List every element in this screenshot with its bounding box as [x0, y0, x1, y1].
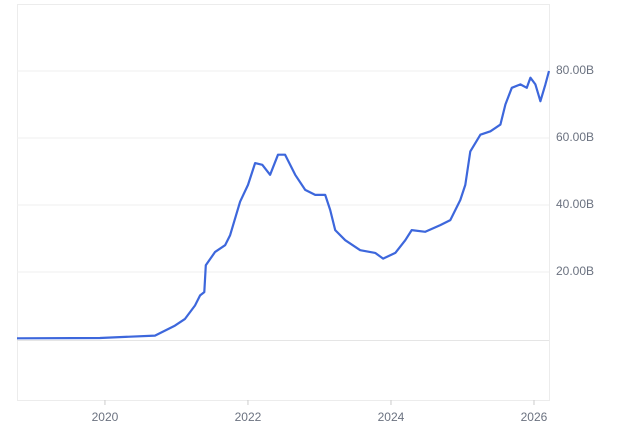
y-tick-label: 80.00B	[556, 63, 594, 77]
x-tick-label: 2026	[521, 410, 548, 424]
y-tick-label: 60.00B	[556, 130, 594, 144]
y-tick-label: 20.00B	[556, 264, 594, 278]
x-tick-label: 2024	[378, 410, 405, 424]
x-tick-label: 2022	[235, 410, 262, 424]
y-tick-label: 40.00B	[556, 197, 594, 211]
plot-frame	[17, 4, 550, 401]
series-line	[16, 70, 551, 340]
x-tick-label: 2020	[92, 410, 119, 424]
